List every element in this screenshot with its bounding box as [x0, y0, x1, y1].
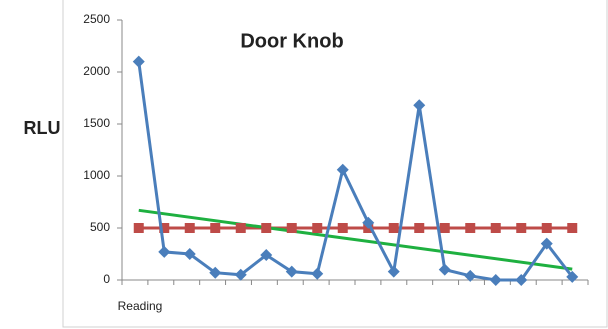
marker	[438, 263, 451, 276]
marker	[387, 265, 400, 278]
marker	[515, 274, 528, 286]
marker	[337, 223, 348, 233]
marker	[541, 223, 552, 233]
marker	[158, 245, 171, 258]
marker	[210, 223, 221, 233]
marker	[183, 248, 196, 260]
marker	[159, 223, 170, 233]
marker	[490, 223, 501, 233]
chart-border	[62, 0, 608, 328]
marker	[336, 163, 349, 176]
y-axis-label: RLU	[24, 118, 61, 138]
marker	[312, 223, 323, 233]
marker	[465, 223, 476, 233]
marker	[133, 223, 144, 233]
marker	[464, 269, 477, 282]
marker	[234, 268, 247, 281]
marker	[413, 99, 426, 112]
marker	[132, 55, 145, 68]
x-axis-label: Reading	[118, 299, 163, 313]
trendline	[138, 208, 573, 271]
y-tick-label: 1000	[83, 168, 110, 182]
marker	[388, 223, 399, 233]
marker	[184, 223, 195, 233]
y-tick-label: 2000	[83, 64, 110, 78]
marker	[566, 270, 579, 283]
marker	[439, 223, 450, 233]
marker	[260, 249, 273, 262]
y-tick-label: 500	[90, 220, 110, 234]
marker	[311, 267, 324, 280]
marker	[261, 223, 272, 233]
series-line	[137, 61, 574, 282]
y-tick-label: 2500	[83, 12, 110, 26]
marker	[540, 237, 553, 250]
marker	[516, 223, 527, 233]
marker	[285, 265, 298, 278]
y-tick-label: 1500	[83, 116, 110, 130]
marker	[286, 223, 297, 233]
marker	[362, 216, 375, 229]
y-tick-label: 0	[103, 272, 110, 286]
marker	[489, 274, 502, 286]
marker	[235, 223, 246, 233]
marker	[567, 223, 578, 233]
marker	[209, 266, 222, 279]
marker	[414, 223, 425, 233]
chart-title: Door Knob	[240, 30, 343, 52]
